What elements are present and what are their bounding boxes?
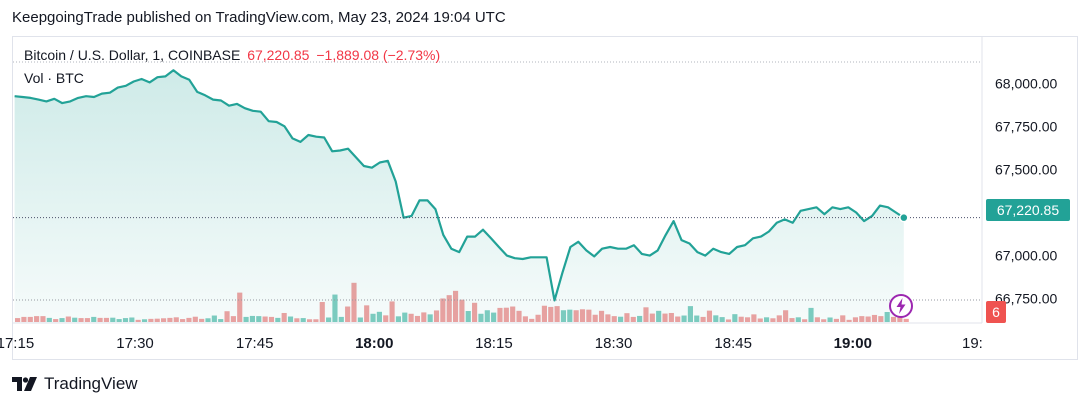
x-tick-label: 17:45	[236, 335, 274, 352]
x-tick-label: 18:45	[714, 335, 752, 352]
publish-header: KeepgoingTrade published on TradingView.…	[12, 9, 506, 26]
chart-frame	[12, 36, 1078, 360]
x-tick-label: 17:30	[116, 335, 154, 352]
price-line	[14, 69, 905, 302]
y-tick-label: 66,750.00	[995, 291, 1057, 307]
x-tick-label: 18:00	[355, 335, 393, 352]
footer-brand[interactable]: TradingView	[12, 374, 138, 394]
volume-bar	[903, 318, 909, 322]
x-tick-label: 18:30	[595, 335, 633, 352]
price-change: −1,889.08 (−2.73%)	[316, 47, 441, 63]
x-tick-label: 17:15	[0, 335, 34, 352]
x-tick-label: 18:15	[475, 335, 513, 352]
x-tick-label: 19:	[962, 335, 983, 352]
tradingview-logo-icon	[12, 377, 37, 391]
y-tick-label: 67,000.00	[995, 248, 1057, 264]
y-tick-label: 68,000.00	[995, 75, 1057, 91]
chart-legend: Bitcoin / U.S. Dollar, 1, COINBASE 67,22…	[24, 47, 443, 63]
volume-badge: 6	[992, 304, 1000, 320]
volume-legend: Vol · BTC	[24, 70, 84, 86]
last-price: 67,220.85	[247, 47, 310, 63]
price-badge: 67,220.85	[997, 202, 1059, 218]
x-tick-label: 19:00	[834, 335, 872, 352]
price-badge-bg	[986, 199, 1070, 221]
y-tick-label: 67,500.00	[995, 161, 1057, 177]
footer-brand-text: TradingView	[44, 374, 138, 393]
y-tick-label: 67,750.00	[995, 118, 1057, 134]
lightning-icon[interactable]	[888, 293, 914, 319]
volume-badge-bg	[986, 301, 1006, 323]
price-area-fill	[14, 70, 904, 323]
last-price-dot	[899, 212, 909, 223]
symbol-label: Bitcoin / U.S. Dollar, 1, COINBASE	[24, 47, 241, 63]
